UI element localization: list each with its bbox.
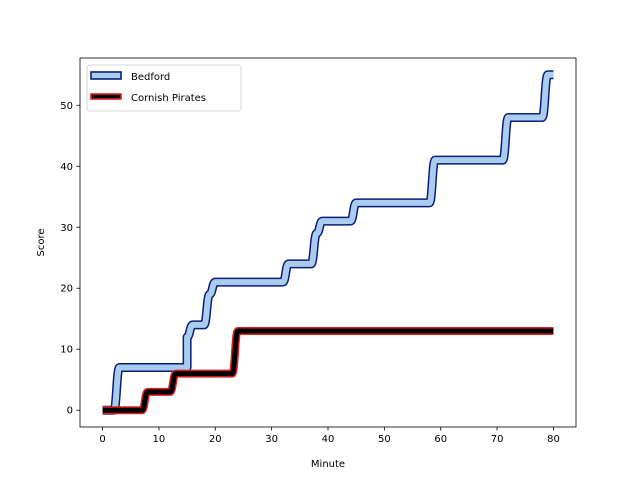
series-bedford-line — [102, 71, 554, 414]
legend-swatch-cornish-pirates — [90, 93, 122, 100]
x-axis-label: Minute — [311, 459, 345, 470]
x-tick-label: 0 — [99, 434, 105, 445]
series-layer — [102, 70, 554, 415]
y-tick-label: 10 — [60, 345, 73, 356]
legend-label-bedford: Bedford — [131, 72, 170, 83]
series-cornish-pirates — [102, 326, 554, 415]
y-tick-label: 20 — [60, 284, 73, 295]
legend-label-cornish-pirates: Cornish Pirates — [131, 93, 206, 104]
legend-swatch-bedford — [90, 71, 122, 80]
legend: Bedford Cornish Pirates — [86, 64, 242, 112]
series-cornish-pirates-line — [102, 328, 554, 413]
series-bedford-edge — [102, 70, 554, 415]
y-tick-label: 40 — [60, 162, 73, 173]
y-axis-ticks: 0 10 20 30 40 50 — [60, 101, 80, 417]
x-tick-label: 30 — [265, 434, 278, 445]
x-tick-label: 40 — [322, 434, 335, 445]
x-tick-label: 60 — [434, 434, 447, 445]
x-tick-label: 50 — [378, 434, 391, 445]
y-tick-label: 50 — [60, 101, 73, 112]
y-axis-label: Score — [36, 228, 47, 256]
x-tick-label: 10 — [153, 434, 166, 445]
x-tick-label: 80 — [547, 434, 560, 445]
x-tick-label: 20 — [209, 434, 222, 445]
series-bedford — [102, 70, 554, 415]
y-tick-label: 0 — [67, 406, 73, 417]
y-tick-label: 30 — [60, 223, 73, 234]
legend-box — [86, 64, 242, 112]
x-axis-ticks: 0 10 20 30 40 50 60 70 80 — [99, 427, 560, 445]
x-tick-label: 70 — [491, 434, 504, 445]
